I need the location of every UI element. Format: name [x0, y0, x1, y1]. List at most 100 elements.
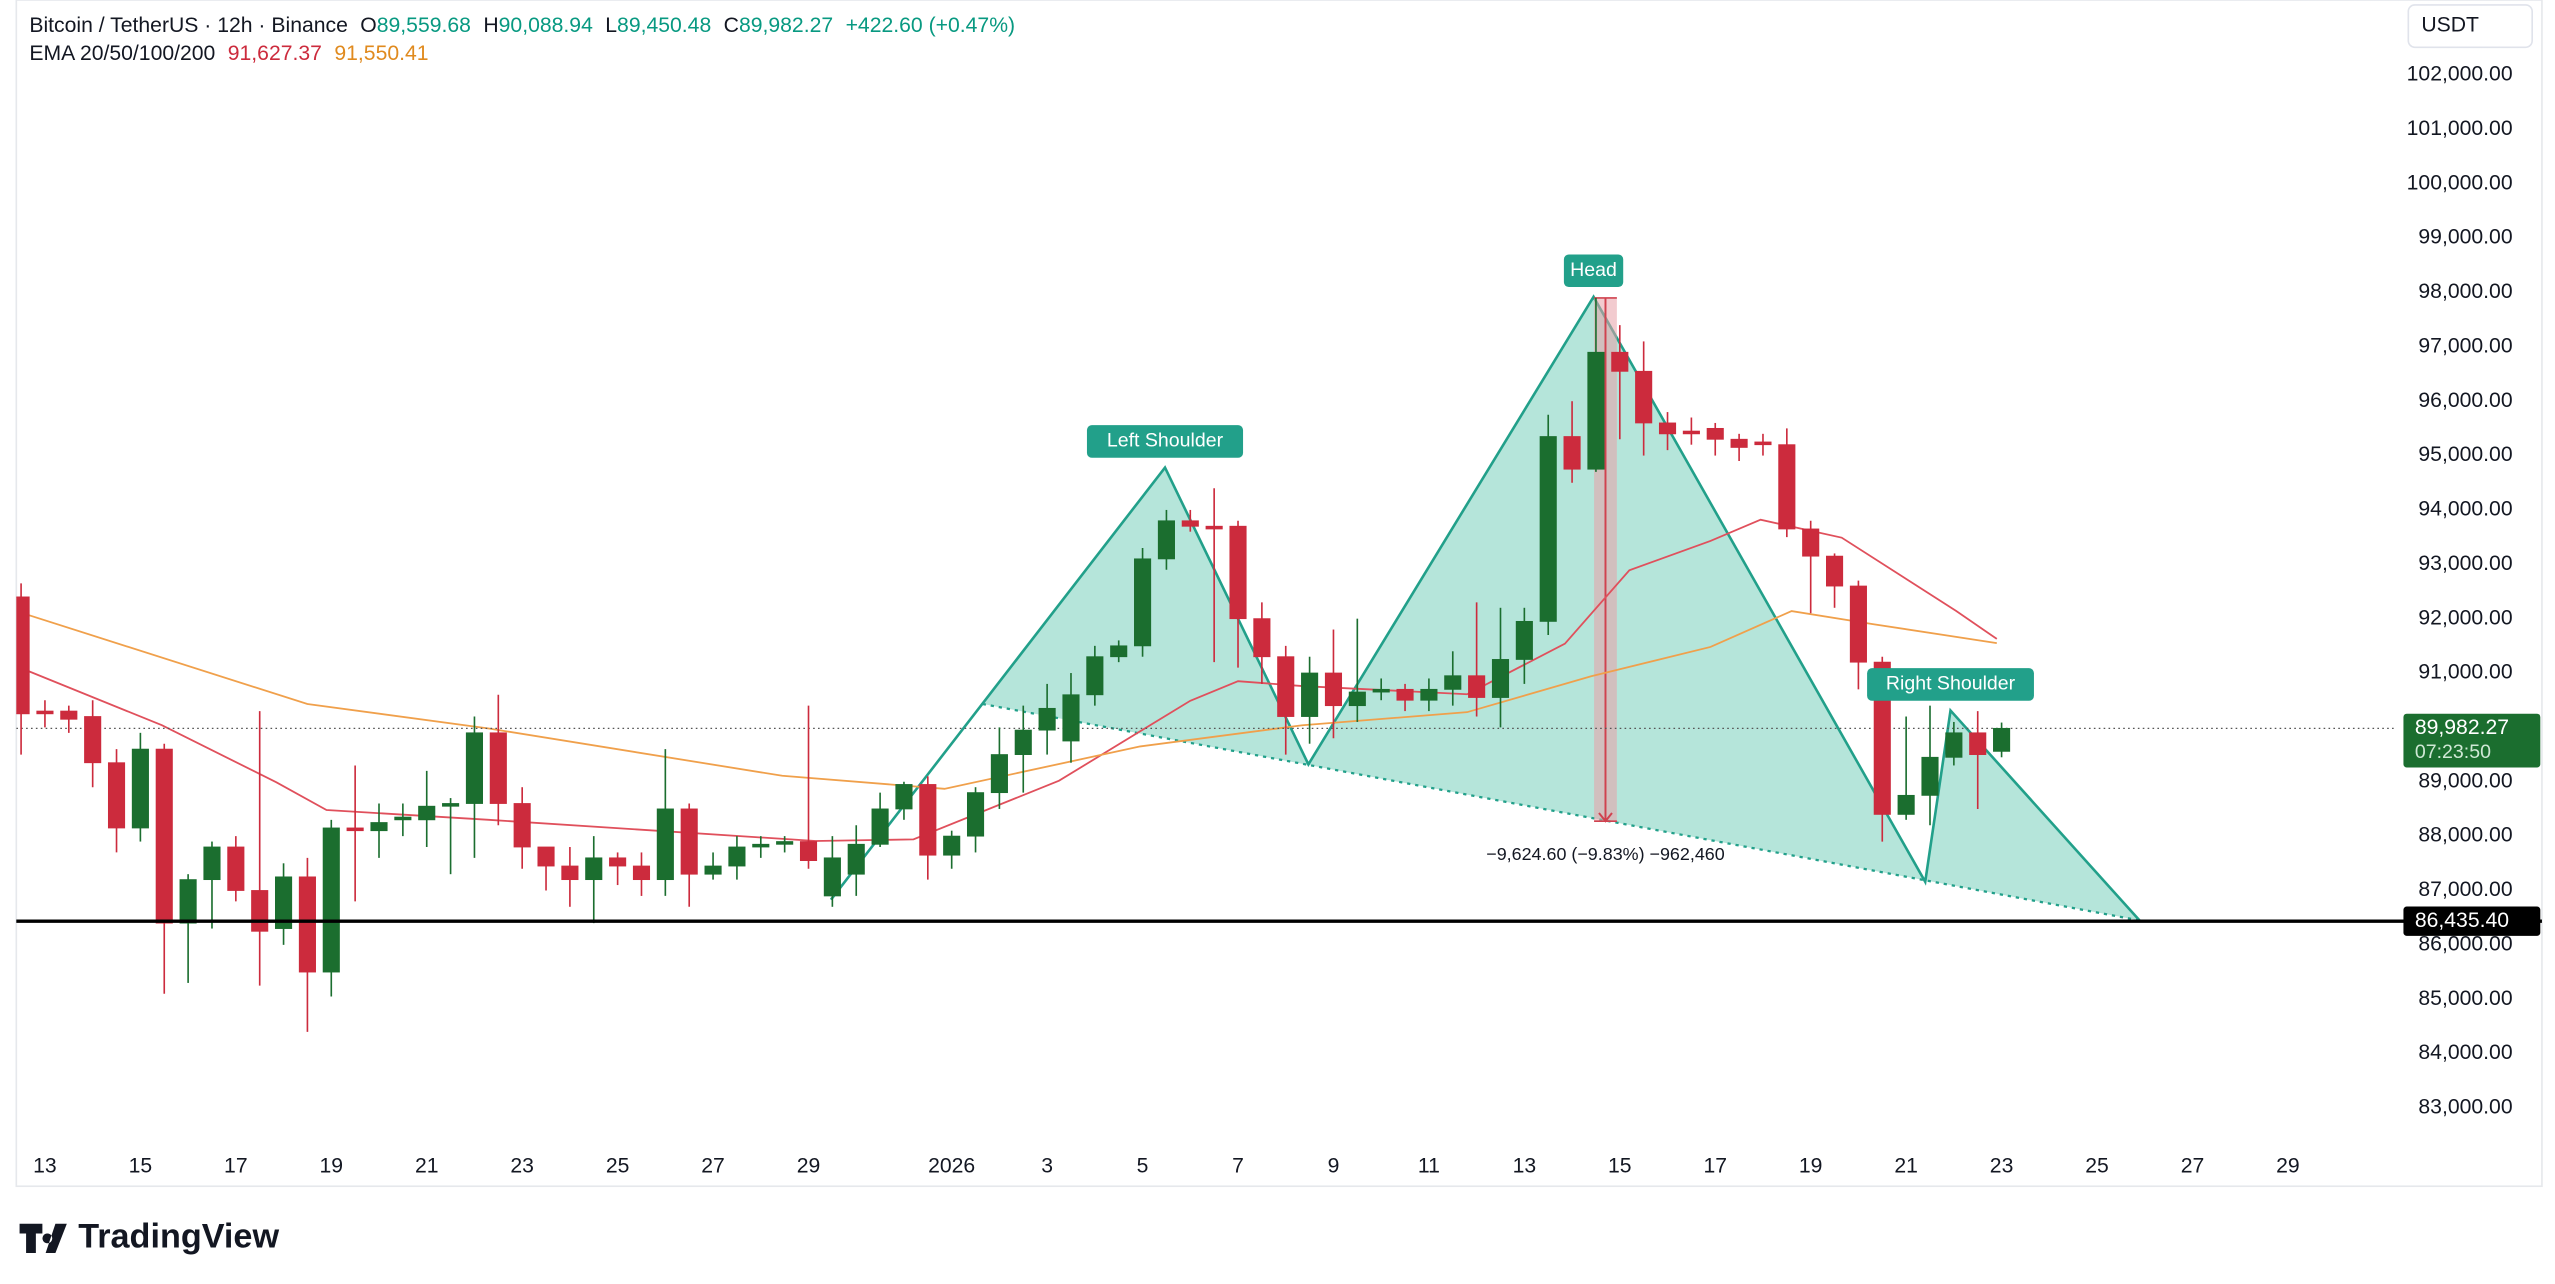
y-tick-label: 102,000.00 — [2407, 63, 2513, 86]
low-label: L — [605, 14, 617, 37]
brand-logo: TradingView — [19, 1217, 279, 1255]
currency-button[interactable] — [2407, 4, 2533, 49]
pattern-label-box — [1563, 254, 1624, 288]
candle-body — [1778, 444, 1796, 530]
x-tick-label: 17 — [1703, 1154, 1727, 1177]
x-tick-label: 27 — [2181, 1154, 2205, 1177]
x-tick-label: 19 — [320, 1154, 344, 1177]
last-price-label: 89,982.27 — [2415, 716, 2509, 739]
x-tick-label: 29 — [797, 1154, 821, 1177]
candle-body — [1253, 618, 1271, 658]
y-tick-label: 86,000.00 — [2418, 932, 2512, 955]
candle-body — [1086, 656, 1104, 696]
candle-body — [275, 876, 293, 929]
x-tick-label: 25 — [2085, 1154, 2109, 1177]
candle-body — [131, 748, 149, 829]
y-tick-label: 100,000.00 — [2407, 171, 2513, 194]
candle-body — [585, 857, 603, 881]
chart-frame — [15, 0, 2543, 1188]
candle-body — [1635, 370, 1653, 424]
y-tick-label: 93,000.00 — [2418, 552, 2512, 575]
candle-body — [298, 876, 316, 973]
candle-body — [1014, 729, 1032, 755]
candle-body — [1945, 732, 1963, 758]
x-tick-label: 23 — [510, 1154, 534, 1177]
y-tick-label: 94,000.00 — [2418, 498, 2512, 521]
y-tick-label: 87,000.00 — [2418, 878, 2512, 901]
candle-body — [1993, 727, 2011, 752]
candle-body — [680, 808, 698, 875]
x-tick-label: 15 — [129, 1154, 153, 1177]
candle-body — [1420, 688, 1438, 701]
candle-body — [346, 827, 364, 832]
pattern-label: Head — [1570, 259, 1617, 281]
candle-body — [489, 732, 507, 804]
pattern-outline — [829, 294, 2141, 922]
candle-body — [990, 754, 1008, 794]
candle-body — [84, 716, 102, 764]
last-price-box — [2403, 713, 2541, 768]
pattern-label: Right Shoulder — [1886, 673, 2016, 695]
brand: TradingView — [78, 1217, 279, 1255]
candle-body — [1468, 675, 1486, 698]
pattern-label-box — [1086, 425, 1244, 458]
candle-body — [1324, 672, 1343, 707]
candle-body — [823, 857, 841, 897]
candle-body — [1301, 672, 1319, 717]
y-tick-label: 84,000.00 — [2418, 1041, 2512, 1064]
candle-body — [1825, 555, 1844, 587]
candle-body — [1563, 436, 1581, 470]
high-label: H — [483, 14, 498, 37]
candle-body — [1706, 427, 1724, 440]
candle-body — [871, 808, 889, 845]
x-tick-label: 15 — [1608, 1154, 1632, 1177]
candle-body — [728, 846, 746, 867]
candle-body — [1038, 707, 1056, 731]
candle-body — [1611, 351, 1629, 372]
candle-body — [1062, 694, 1080, 742]
countdown: 07:23:50 — [2415, 741, 2491, 763]
y-tick-label: 91,000.00 — [2418, 661, 2512, 684]
candle-body — [203, 846, 221, 881]
high-value: 90,088.94 — [499, 14, 593, 37]
x-tick-label: 25 — [606, 1154, 630, 1177]
candle-body — [60, 710, 78, 720]
candle-body — [36, 710, 54, 715]
y-tick-label: 96,000.00 — [2418, 389, 2512, 412]
candle-body — [1491, 659, 1510, 698]
x-tick-label: 13 — [1513, 1154, 1537, 1177]
candle-body — [1134, 558, 1152, 647]
candle-body — [1849, 585, 1867, 663]
change: +422.60 (+0.47%) — [846, 14, 1016, 37]
candle-body — [895, 784, 913, 810]
y-tick-label: 92,000.00 — [2418, 606, 2512, 629]
pattern-label-box — [1867, 668, 2034, 701]
low-value: 89,450.48 — [617, 14, 711, 37]
candle-body — [227, 846, 245, 891]
x-tick-label: 11 — [1418, 1154, 1440, 1177]
candle-body — [919, 784, 937, 856]
y-tick-label: 95,000.00 — [2418, 443, 2512, 466]
candle-body — [251, 890, 269, 932]
legend-line: Bitcoin / TetherUS · 12h · Binance O89,5… — [29, 14, 1015, 37]
x-tick-label: 7 — [1232, 1154, 1244, 1177]
candle-body — [513, 803, 531, 848]
candle-body — [943, 835, 961, 856]
pattern-fill — [982, 296, 2140, 921]
candle-body — [107, 762, 126, 829]
measure-label: −9,624.60 (−9.83%) −962,460 — [1486, 844, 1724, 864]
close-label: C — [724, 14, 739, 37]
y-tick-label: 98,000.00 — [2418, 280, 2512, 303]
x-tick-label: 2026 — [928, 1154, 975, 1177]
candle-body — [394, 816, 412, 821]
candle-body — [1157, 520, 1175, 560]
candle-body — [537, 846, 555, 867]
x-tick-label: 27 — [701, 1154, 725, 1177]
y-tick-label: 85,000.00 — [2418, 987, 2512, 1010]
candle-body — [1515, 620, 1533, 660]
currency[interactable]: USDT — [2421, 14, 2479, 37]
candle-body — [1587, 351, 1605, 470]
candle-body — [1110, 645, 1128, 658]
